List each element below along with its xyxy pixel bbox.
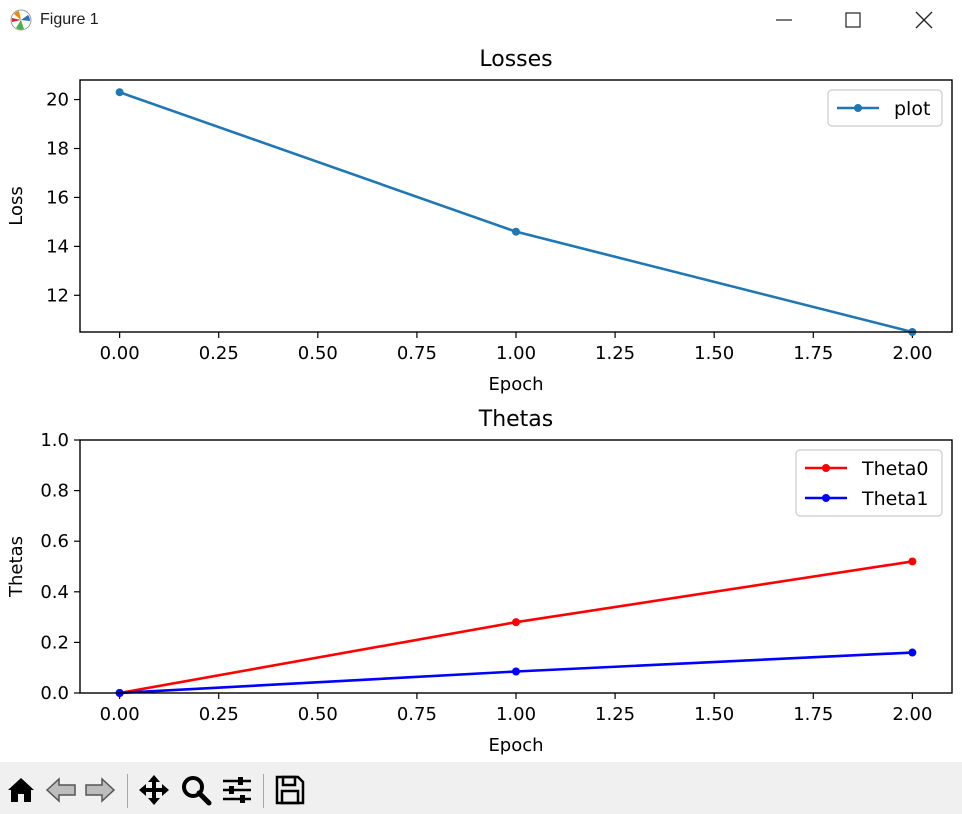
axes-frame [79,439,953,694]
zoom-icon [182,776,212,806]
window-titlebar: Figure 1 [0,0,962,40]
x-tick-label: 0.00 [100,704,140,725]
x-tick-label: 1.75 [793,704,833,725]
y-tick-label: 0.2 [40,632,69,653]
legend-label: Theta0 [861,458,929,480]
x-axis-label: Epoch [488,374,543,395]
x-tick-label: 1.75 [793,343,833,364]
x-tick-label: 0.50 [298,704,338,725]
chart-title: Losses [479,47,552,72]
minimize-icon [776,19,792,21]
forward-arrow-icon [85,777,116,803]
close-icon [915,11,933,29]
chart-title: Thetas [478,407,554,432]
legend-swatch-marker [822,494,830,502]
subplot-1: Losses 0.00 0.25 0.50 0.75 1.00 1.25 1.50 1.75 2.… [6,47,953,395]
x-tick-label: 0.75 [397,704,437,725]
navigation-toolbar [0,762,962,814]
y-tick-label: 0.4 [40,582,69,603]
x-tick-label: 0.25 [199,343,239,364]
x-tick-label: 0.00 [100,343,140,364]
y-tick-label: 20 [46,90,69,111]
x-tick-label: 1.25 [595,343,635,364]
y-axis-label: Thetas [6,536,27,598]
x-tick-label: 1.50 [694,704,734,725]
data-point-plot [115,88,124,97]
y-axis-label: Loss [6,186,27,225]
y-tick-label: 18 [46,139,69,160]
y-tick-label: 0.6 [40,531,69,552]
x-tick-label: 2.00 [892,343,932,364]
back-arrow-icon [45,777,76,803]
back-button[interactable] [45,774,77,806]
save-icon [275,775,305,805]
toolbar-separator [263,774,264,808]
legend-box [827,89,943,127]
y-tick-label: 0.0 [40,683,69,704]
configure-subplots-button[interactable] [221,774,253,806]
x-tick-label: 1.50 [694,343,734,364]
data-point-plot [512,227,520,236]
x-tick-label: 0.50 [298,343,338,364]
legend-label: plot [894,98,930,120]
x-tick-label: 2.00 [892,704,932,725]
forward-button[interactable] [84,774,116,806]
x-tick-label: 1.25 [595,704,635,725]
data-point-Theta1 [512,667,520,676]
matplotlib-logo-icon [10,9,32,31]
x-tick-label: 0.25 [199,704,239,725]
figure-canvas: Losses 0.00 0.25 0.50 0.75 1.00 1.25 1.50 1.75 2.… [6,47,953,756]
maximize-button[interactable] [823,0,883,40]
save-button[interactable] [274,774,306,806]
maximize-icon [845,12,861,28]
toolbar-separator [127,774,128,808]
minimize-button[interactable] [754,0,814,40]
x-tick-label: 0.75 [397,343,437,364]
x-tick-label: 1.00 [496,704,536,725]
x-axis-label: Epoch [488,735,543,756]
data-point-Theta1 [908,648,917,657]
x-tick-label: 1.00 [496,343,536,364]
axes-frame [79,79,953,333]
pan-icon [139,775,169,805]
series-line-plot [119,91,913,334]
data-point-Theta0 [512,618,520,627]
home-icon [8,778,34,802]
pan-button[interactable] [138,774,170,806]
y-tick-label: 14 [46,236,69,257]
configure-subplots-icon [223,777,251,803]
close-button[interactable] [894,0,954,40]
data-point-Theta0 [908,557,917,566]
y-tick-label: 0.8 [40,481,69,502]
home-button[interactable] [5,774,37,806]
legend: plot [827,89,943,127]
legend-swatch-marker [854,104,862,112]
legend-box [795,449,943,517]
legend-swatch-marker [822,464,830,472]
y-tick-label: 16 [46,187,69,208]
window-title: Figure 1 [40,11,99,28]
legend-label: Theta1 [861,488,929,510]
zoom-button[interactable] [180,774,212,806]
y-tick-label: 1.0 [40,430,69,451]
legend: Theta0 Theta1 [795,449,943,517]
y-tick-label: 12 [46,285,69,306]
subplot-2: Thetas 0.00 0.25 0.50 0.75 1.00 1.25 1.50 1.75 2.… [6,407,953,756]
